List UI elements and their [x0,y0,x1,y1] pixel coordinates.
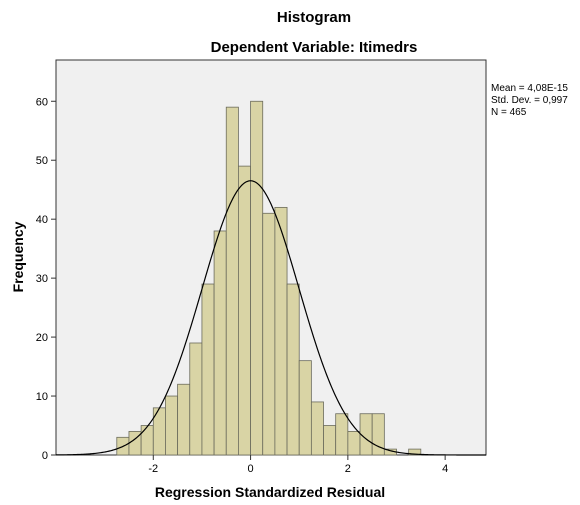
y-tick-label-20: 20 [36,332,48,344]
histogram-bar-5 [177,383,191,456]
y-tick-label-30: 30 [36,273,48,285]
histogram-bar-18 [335,413,349,456]
histogram-bar-17 [323,425,337,456]
histogram-bar-15 [298,360,312,456]
stat-n: N = 465 [491,107,527,118]
y-axis-title: Frequency [10,221,26,292]
histogram-bar-6 [189,342,203,456]
histogram-bar-12 [262,212,276,456]
normal-curve [56,180,486,456]
y-tick-label-60: 60 [36,96,48,108]
x-tick-label--2: -2 [148,463,158,475]
y-tick-label-10: 10 [36,391,48,403]
y-tick-label-0: 0 [42,450,48,462]
stat-std-dev: Std. Dev. = 0,997 [491,95,568,106]
histogram-bar-8 [213,230,227,456]
chart-subtitle: Dependent Variable: Itimedrs [211,39,418,56]
stat-mean: Mean = 4,08E-15 [491,83,568,94]
bars [116,100,422,456]
histogram-bar-7 [201,283,215,456]
histogram-bar-20 [359,413,373,456]
x-tick-label-0: 0 [248,463,254,475]
histogram-bar-9 [225,106,239,456]
histogram-bar-19 [347,431,361,456]
chart-title: Histogram [277,9,351,26]
histogram-bar-11 [250,100,264,456]
histogram-bar-14 [286,283,300,456]
y-axis: 0 10 20 30 40 50 60 [36,96,56,462]
x-axis: -2 0 2 4 [148,455,448,475]
histogram-bar-4 [165,395,179,456]
x-tick-label-2: 2 [345,463,351,475]
histogram-bar-16 [310,401,324,456]
histogram-bar-10 [238,165,251,456]
stats-legend: Mean = 4,08E-15 Std. Dev. = 0,997 N = 46… [491,83,568,118]
x-axis-title: Regression Standardized Residual [155,484,385,500]
histogram-bar-2 [140,425,154,456]
y-tick-label-50: 50 [36,155,48,167]
x-tick-label-4: 4 [442,463,448,475]
y-tick-label-40: 40 [36,214,48,226]
histogram-bar-23 [408,448,422,456]
